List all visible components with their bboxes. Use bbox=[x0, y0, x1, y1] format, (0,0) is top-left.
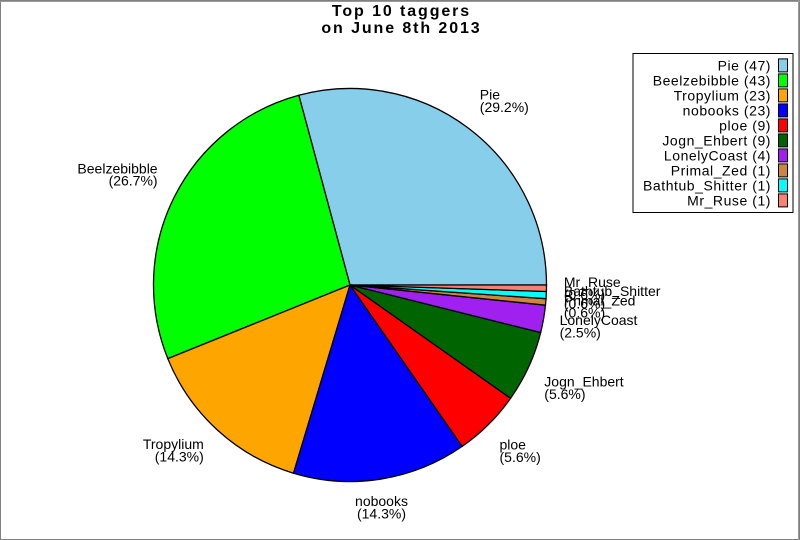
svg-text:(14.3%): (14.3%) bbox=[155, 448, 204, 464]
svg-text:Jogn_Ehbert: Jogn_Ehbert bbox=[544, 374, 624, 390]
svg-text:LonelyCoast: LonelyCoast bbox=[560, 312, 638, 328]
svg-text:(0.6%): (0.6%) bbox=[564, 286, 605, 302]
svg-text:(0.6%): (0.6%) bbox=[564, 305, 605, 321]
svg-text:LonelyCoast (4): LonelyCoast (4) bbox=[664, 147, 771, 163]
svg-text:ploe: ploe bbox=[500, 437, 527, 453]
svg-text:Pie: Pie bbox=[480, 87, 500, 103]
svg-text:(26.7%): (26.7%) bbox=[109, 173, 158, 189]
svg-text:Mr_Ruse (1): Mr_Ruse (1) bbox=[687, 192, 771, 208]
svg-text:(2.5%): (2.5%) bbox=[560, 324, 601, 340]
svg-text:on June 8th 2013: on June 8th 2013 bbox=[321, 20, 481, 37]
svg-text:Pie (47): Pie (47) bbox=[718, 57, 771, 73]
svg-text:Jogn_Ehbert (9): Jogn_Ehbert (9) bbox=[662, 132, 771, 148]
svg-text:Top 10 taggers: Top 10 taggers bbox=[332, 3, 471, 20]
svg-text:nobooks: nobooks bbox=[355, 493, 408, 509]
svg-text:(5.6%): (5.6%) bbox=[544, 386, 585, 402]
svg-text:Bathtub_Shitter (1): Bathtub_Shitter (1) bbox=[643, 177, 771, 193]
svg-text:Primal_Zed (1): Primal_Zed (1) bbox=[671, 162, 771, 178]
svg-text:Mr_Ruse: Mr_Ruse bbox=[564, 274, 621, 290]
svg-text:Tropylium (23): Tropylium (23) bbox=[674, 87, 771, 103]
svg-text:Beelzebibble: Beelzebibble bbox=[77, 160, 157, 176]
svg-text:Tropylium: Tropylium bbox=[143, 436, 204, 452]
svg-text:(29.2%): (29.2%) bbox=[480, 99, 529, 115]
svg-text:ploe (9): ploe (9) bbox=[719, 117, 771, 133]
svg-text:Bathtub_Shitter: Bathtub_Shitter bbox=[564, 283, 661, 299]
svg-text:nobooks (23): nobooks (23) bbox=[683, 102, 771, 118]
svg-text:Beelzebibble (43): Beelzebibble (43) bbox=[653, 72, 771, 88]
svg-text:(14.3%): (14.3%) bbox=[357, 505, 406, 521]
svg-text:(0.6%): (0.6%) bbox=[564, 296, 605, 312]
svg-text:Primal_Zed: Primal_Zed bbox=[564, 292, 636, 308]
svg-text:(5.6%): (5.6%) bbox=[500, 449, 541, 465]
